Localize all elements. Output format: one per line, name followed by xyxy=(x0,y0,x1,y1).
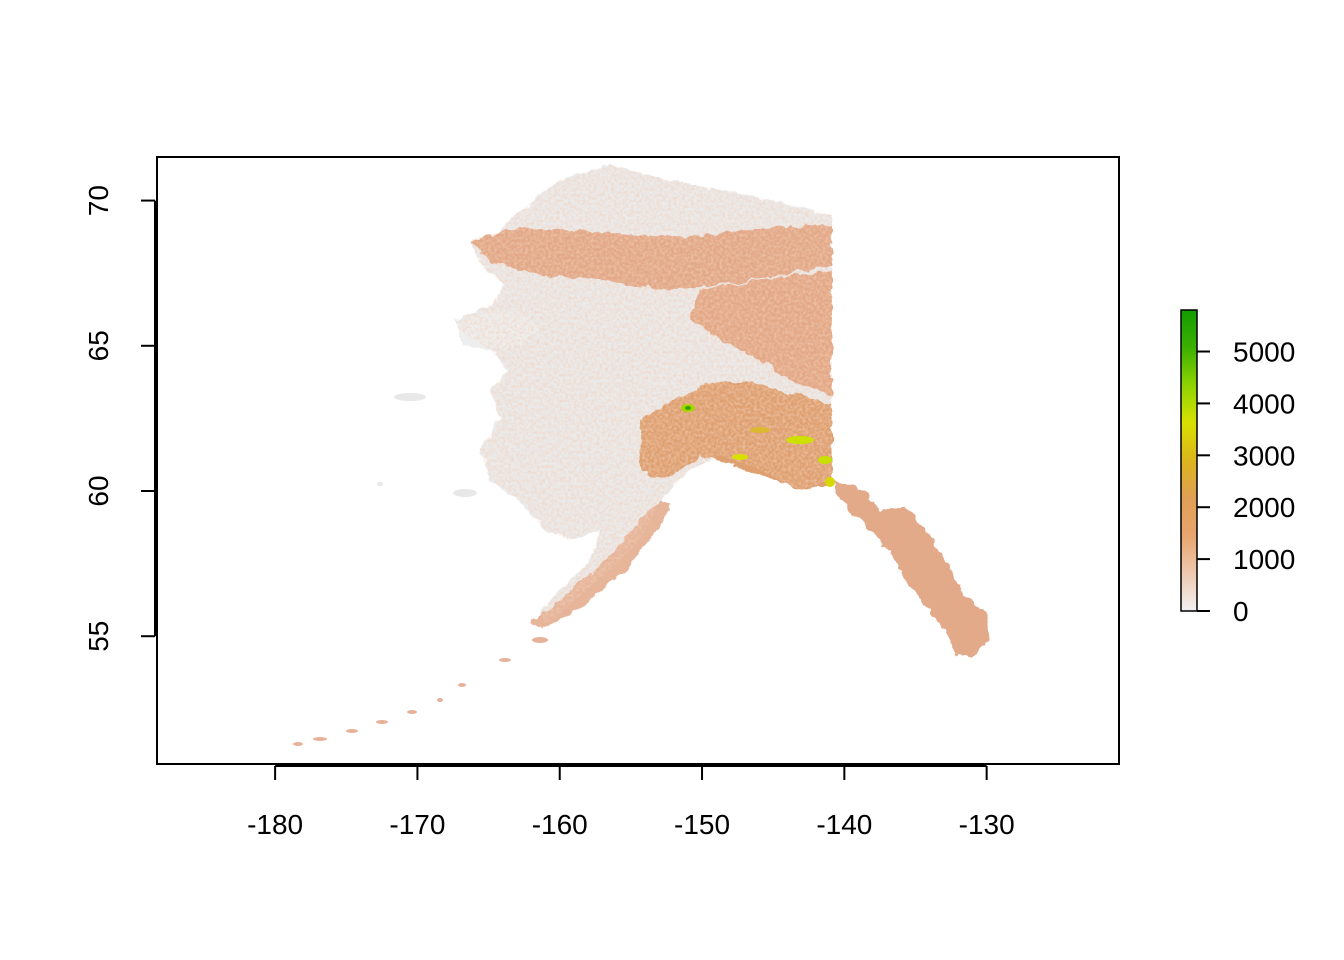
colorbar-tick-label: 0 xyxy=(1233,596,1249,627)
colorbar-ticks: 0 1000 2000 3000 4000 5000 xyxy=(1197,337,1295,627)
x-tick-label: -130 xyxy=(959,809,1015,840)
colorbar xyxy=(1180,309,1198,612)
x-axis: -180 -170 -160 -150 -140 -130 xyxy=(247,765,1015,840)
y-tick-label: 70 xyxy=(83,185,114,216)
x-tick-label: -160 xyxy=(532,809,588,840)
high-peaks xyxy=(681,404,835,487)
x-tick-label: -140 xyxy=(816,809,872,840)
y-tick-label: 60 xyxy=(83,475,114,506)
colorbar-tick-label: 5000 xyxy=(1233,337,1295,368)
colorbar-tick-label: 4000 xyxy=(1233,388,1295,419)
y-tick-label: 55 xyxy=(83,621,114,652)
x-tick-label: -170 xyxy=(389,809,445,840)
islands xyxy=(293,393,570,746)
colorbar-legend: 0 1000 2000 3000 4000 5000 xyxy=(1180,309,1295,627)
colorbar-tick-label: 3000 xyxy=(1233,440,1295,471)
plot-frame xyxy=(156,156,1120,765)
terrain-texture xyxy=(455,165,832,625)
x-tick-label: -150 xyxy=(674,809,730,840)
x-tick-label: -180 xyxy=(247,809,303,840)
southeast-panhandle xyxy=(832,478,990,655)
elevation-raster xyxy=(293,165,990,746)
y-tick-label: 65 xyxy=(83,330,114,361)
y-axis: 55 60 65 70 xyxy=(83,185,156,652)
colorbar-tick-label: 2000 xyxy=(1233,492,1295,523)
colorbar-tick-label: 1000 xyxy=(1233,544,1295,575)
